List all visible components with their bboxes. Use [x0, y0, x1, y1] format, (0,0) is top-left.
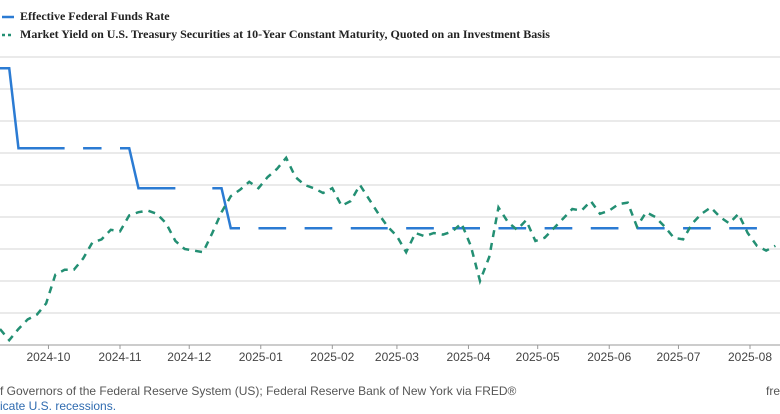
x-tick-label: 2025-02: [310, 350, 354, 364]
logo-text: fre: [766, 384, 780, 398]
series-line: [120, 146, 176, 190]
x-tick-label: 2024-10: [26, 350, 70, 364]
x-tick-label: 2025-07: [656, 350, 700, 364]
legend-label: Effective Federal Funds Rate: [20, 9, 170, 23]
series-line: [212, 186, 240, 230]
source-note: f Governors of the Federal Reserve Syste…: [0, 384, 517, 398]
series-line: [0, 66, 65, 150]
x-tick-label: 2025-08: [728, 350, 772, 364]
recession-note: icate U.S. recessions.: [0, 399, 116, 413]
series-line: [0, 155, 776, 343]
x-tick-label: 2025-05: [516, 350, 560, 364]
x-tick-label: 2025-03: [375, 350, 419, 364]
x-tick-label: 2025-06: [587, 350, 631, 364]
x-tick-label: 2024-12: [167, 350, 211, 364]
legend-label: Market Yield on U.S. Treasury Securities…: [20, 27, 550, 41]
x-tick-label: 2025-01: [239, 350, 283, 364]
x-tick-label: 2024-11: [98, 350, 141, 364]
x-tick-label: 2025-04: [446, 350, 490, 364]
